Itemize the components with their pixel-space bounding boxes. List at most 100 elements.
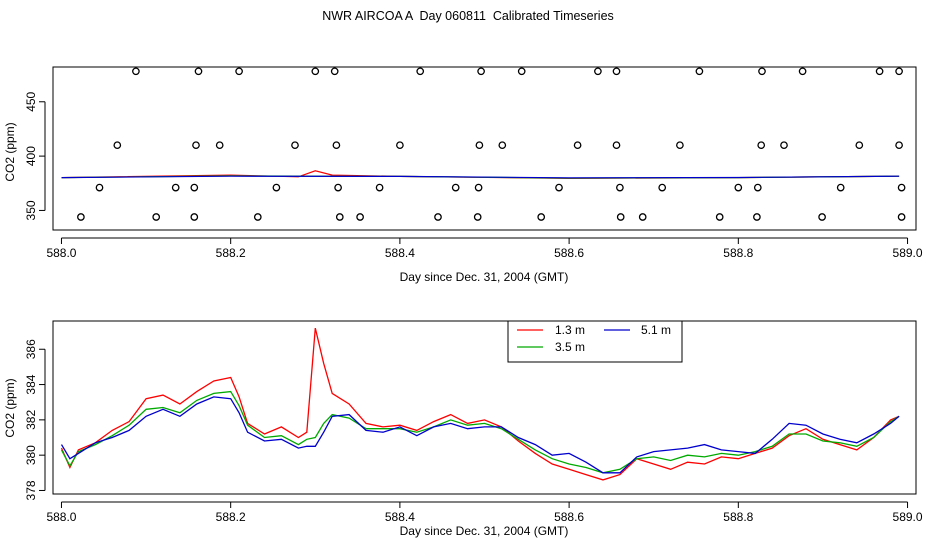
calibration-point	[335, 213, 344, 221]
calibration-point	[334, 183, 342, 192]
top-plot-frame	[52, 66, 917, 231]
calibration-point	[753, 213, 761, 221]
bottom-y-tick-label: 378	[24, 480, 38, 500]
top-x-tick-label: 588.2	[216, 246, 246, 260]
calibration-point	[836, 183, 845, 192]
calibration-point	[875, 67, 884, 76]
legend-label-1-3m: 1.3 m	[555, 323, 585, 337]
calibration-point	[897, 213, 906, 221]
calibration-point	[658, 183, 667, 192]
calibration-point	[190, 183, 199, 192]
calibration-point	[695, 67, 704, 76]
calibration-point	[616, 213, 625, 221]
calibration-point	[253, 213, 262, 221]
calibration-point	[190, 213, 199, 221]
top-x-tick-label: 588.6	[554, 246, 584, 260]
bottom-x-axis: 588.0 588.2 588.4 588.6 588.8 589.0	[46, 501, 923, 524]
chart-title: NWR AIRCOA A Day 060811 Calibrated Times…	[322, 9, 614, 23]
top-y-tick-label: 450	[24, 91, 38, 111]
calibration-point	[537, 213, 546, 221]
calibration-point	[356, 213, 364, 221]
top-series-lines	[61, 170, 900, 180]
calibration-point	[517, 67, 526, 76]
top-x-axis-label: Day since Dec. 31, 2004 (GMT)	[400, 270, 569, 284]
calibration-point	[780, 141, 788, 150]
bottom-y-tick-label: 384	[24, 374, 38, 394]
calibration-point	[757, 141, 766, 150]
top-x-tick-label: 589.0	[893, 246, 923, 260]
calibration-point	[272, 183, 281, 192]
calibration-point	[477, 67, 485, 76]
calibration-point	[612, 67, 621, 76]
calibration-point	[612, 141, 621, 150]
top-y-axis: 350 400 450	[24, 91, 46, 220]
series-line-5-1-m	[60, 396, 900, 474]
calibration-point	[95, 183, 104, 192]
calibration-point	[573, 141, 582, 150]
legend-box	[507, 320, 683, 363]
calibration-point	[594, 67, 602, 76]
top-y-tick-label: 350	[24, 200, 38, 220]
calibration-point	[132, 67, 140, 76]
bottom-y-tick-label: 380	[24, 445, 38, 465]
calibration-point	[375, 183, 384, 192]
calibration-point	[451, 183, 460, 192]
bottom-y-tick-label: 386	[24, 339, 38, 359]
calibration-point	[818, 213, 826, 221]
bottom-panel: 588.0 588.2 588.4 588.6 588.8 589.0 378 380 382…	[3, 320, 923, 538]
legend-label-3-5m: 3.5 m	[555, 340, 585, 354]
top-x-tick-label: 588.0	[46, 246, 76, 260]
bottom-y-tick-label: 382	[24, 410, 38, 430]
top-calibration-points	[77, 67, 906, 221]
bottom-x-axis-label: Day since Dec. 31, 2004 (GMT)	[400, 524, 569, 538]
calibration-point	[171, 183, 180, 192]
calibration-point	[152, 213, 161, 221]
calibration-point	[215, 141, 224, 150]
calibration-point	[555, 183, 563, 192]
calibration-point	[498, 141, 507, 150]
calibration-point	[897, 183, 906, 192]
calibration-point	[475, 141, 484, 150]
calibration-point	[895, 141, 903, 150]
calibration-point	[616, 183, 624, 192]
calibration-point	[396, 141, 404, 150]
calibration-point	[192, 141, 200, 150]
top-x-axis: 588.0 588.2 588.4 588.6 588.8 589.0	[46, 237, 923, 260]
legend-label-5-1m: 5.1 m	[641, 323, 671, 337]
calibration-point	[798, 67, 807, 76]
calibration-point	[194, 67, 203, 76]
top-x-tick-label: 588.8	[723, 246, 753, 260]
calibration-point	[332, 141, 341, 150]
top-series-line-5-1-m	[61, 175, 900, 179]
calibration-point	[416, 67, 425, 76]
bottom-x-tick-label: 588.4	[385, 510, 415, 524]
calibration-point	[474, 183, 483, 192]
calibration-point	[113, 141, 122, 150]
calibration-point	[758, 67, 766, 76]
bottom-x-tick-label: 588.6	[554, 510, 584, 524]
calibration-point	[473, 213, 482, 221]
calibration-point	[753, 183, 762, 192]
calibration-point	[638, 213, 647, 221]
bottom-x-tick-label: 588.2	[216, 510, 246, 524]
calibration-point	[235, 67, 243, 76]
calibration-point	[434, 213, 442, 221]
calibration-point	[734, 183, 743, 192]
calibration-point	[855, 141, 864, 150]
series-line-3-5-m	[60, 390, 900, 474]
bottom-y-axis-label: CO2 (ppm)	[3, 378, 17, 437]
bottom-series-lines	[60, 327, 900, 481]
top-y-axis-label: CO2 (ppm)	[3, 122, 17, 181]
top-y-tick-label: 400	[24, 146, 38, 166]
series-line-1-3-m	[60, 327, 900, 481]
calibration-point	[291, 141, 299, 150]
bottom-plot-frame	[52, 320, 917, 495]
bottom-x-tick-label: 588.0	[46, 510, 76, 524]
bottom-y-axis: 378 380 382 384 386	[24, 339, 46, 500]
legend: 1.3 m 3.5 m 5.1 m	[507, 320, 683, 363]
calibration-point	[715, 213, 724, 221]
bottom-x-tick-label: 588.8	[723, 510, 753, 524]
calibration-point	[77, 213, 85, 221]
calibration-point	[311, 67, 320, 76]
